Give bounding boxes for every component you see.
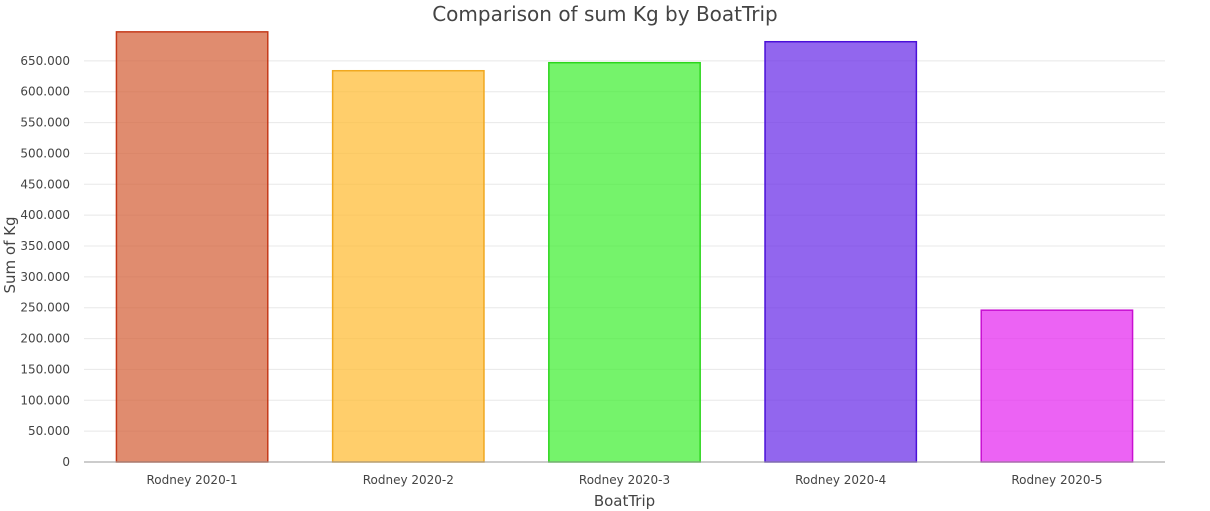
x-axis-ticks: Rodney 2020-1 Rodney 2020-2 Rodney 2020-3 R… <box>147 473 1103 487</box>
y-tick-label: 450.000 <box>20 177 70 191</box>
y-axis-ticks: 0 50.000 100.000 150.000 200.000 250.000 300.0… <box>20 54 70 469</box>
x-tick-label: Rodney 2020-5 <box>1011 473 1102 487</box>
y-tick-label: 300.000 <box>20 270 70 284</box>
bar-1 <box>115 31 269 463</box>
y-tick-label: 350.000 <box>20 239 70 253</box>
y-tick-label: 50.000 <box>28 424 70 438</box>
y-tick-label: 600.000 <box>20 85 70 99</box>
bars <box>115 31 1134 463</box>
x-tick-label: Rodney 2020-3 <box>579 473 670 487</box>
y-axis-title: Sum of Kg <box>1 216 19 294</box>
y-tick-label: 0 <box>62 455 70 469</box>
y-tick-label: 200.000 <box>20 332 70 346</box>
y-tick-label: 250.000 <box>20 301 70 315</box>
x-tick-label: Rodney 2020-2 <box>363 473 454 487</box>
bar-5 <box>980 309 1134 463</box>
y-tick-label: 550.000 <box>20 116 70 130</box>
y-tick-label: 400.000 <box>20 208 70 222</box>
y-tick-label: 150.000 <box>20 362 70 376</box>
bar-3 <box>548 61 701 463</box>
bar-2 <box>331 69 485 463</box>
y-tick-label: 100.000 <box>20 393 70 407</box>
x-tick-label: Rodney 2020-4 <box>795 473 886 487</box>
y-tick-label: 650.000 <box>20 54 70 68</box>
x-tick-label: Rodney 2020-1 <box>147 473 238 487</box>
y-tick-label: 500.000 <box>20 146 70 160</box>
chart-title: Comparison of sum Kg by BoatTrip <box>432 2 778 26</box>
x-axis-title: BoatTrip <box>593 492 656 510</box>
bar-4 <box>764 40 918 463</box>
